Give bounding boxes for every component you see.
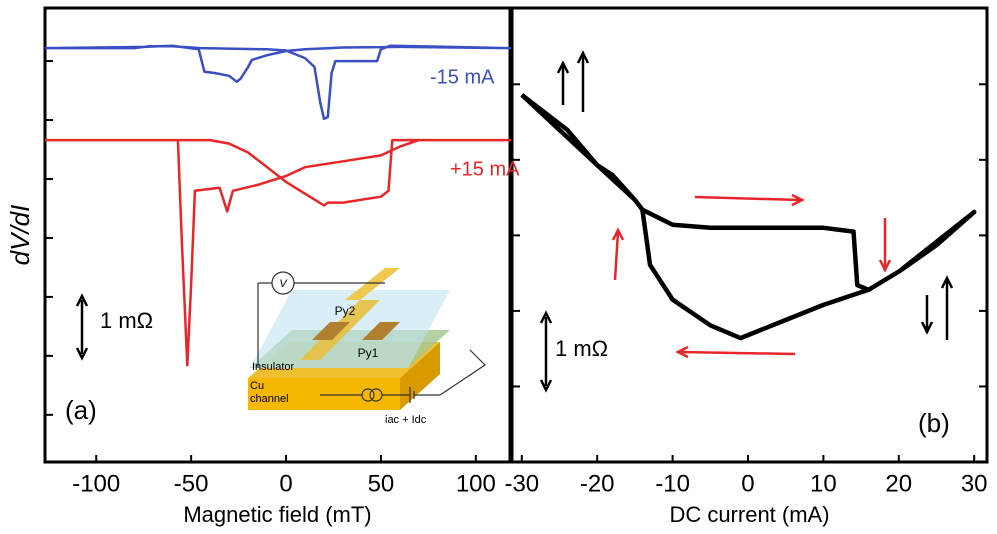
x-tick-label: 100 bbox=[456, 470, 496, 497]
state-arrows bbox=[558, 53, 952, 357]
x-tick-label: 0 bbox=[279, 470, 292, 497]
data-line bbox=[522, 95, 974, 338]
x-axis-label: Magnetic field (mT) bbox=[183, 502, 371, 527]
x-tick-label: -20 bbox=[580, 470, 615, 497]
curve-label: +15 mA bbox=[450, 158, 520, 180]
inset-label: Cu channel bbox=[250, 380, 300, 406]
figure: dV/dI V Py2 Py1 Insulator Cu channel iac… bbox=[0, 0, 997, 534]
x-axis-label: DC current (mA) bbox=[669, 502, 829, 527]
inset-label: Py1 bbox=[358, 346, 379, 360]
x-tick-label: 30 bbox=[961, 470, 988, 497]
x-tick-label: -30 bbox=[504, 470, 539, 497]
annotation: (a) bbox=[65, 395, 97, 425]
annotation: 1 mΩ bbox=[100, 308, 153, 333]
x-tick-label: 20 bbox=[885, 470, 912, 497]
x-tick-label: -50 bbox=[174, 470, 209, 497]
x-tick-label: -10 bbox=[655, 470, 690, 497]
x-tick-label: 10 bbox=[810, 470, 837, 497]
x-tick-label: -100 bbox=[72, 470, 120, 497]
inset-cu-box: Cu channel bbox=[250, 380, 300, 410]
inset-schematic: V Py2 Py1 Insulator Cu channel iac + Idc bbox=[248, 268, 485, 426]
annotation: 1 mΩ bbox=[555, 336, 608, 361]
curve-label: -15 mA bbox=[430, 66, 495, 88]
inset-label: iac + Idc bbox=[385, 414, 427, 426]
y-axis-label: dV/dI bbox=[5, 205, 35, 266]
inset-label: Insulator bbox=[252, 361, 295, 373]
x-tick-label: 0 bbox=[741, 470, 754, 497]
inset-label: Py2 bbox=[335, 304, 356, 318]
x-tick-label: 50 bbox=[368, 470, 395, 497]
annotation: (b) bbox=[918, 408, 950, 438]
